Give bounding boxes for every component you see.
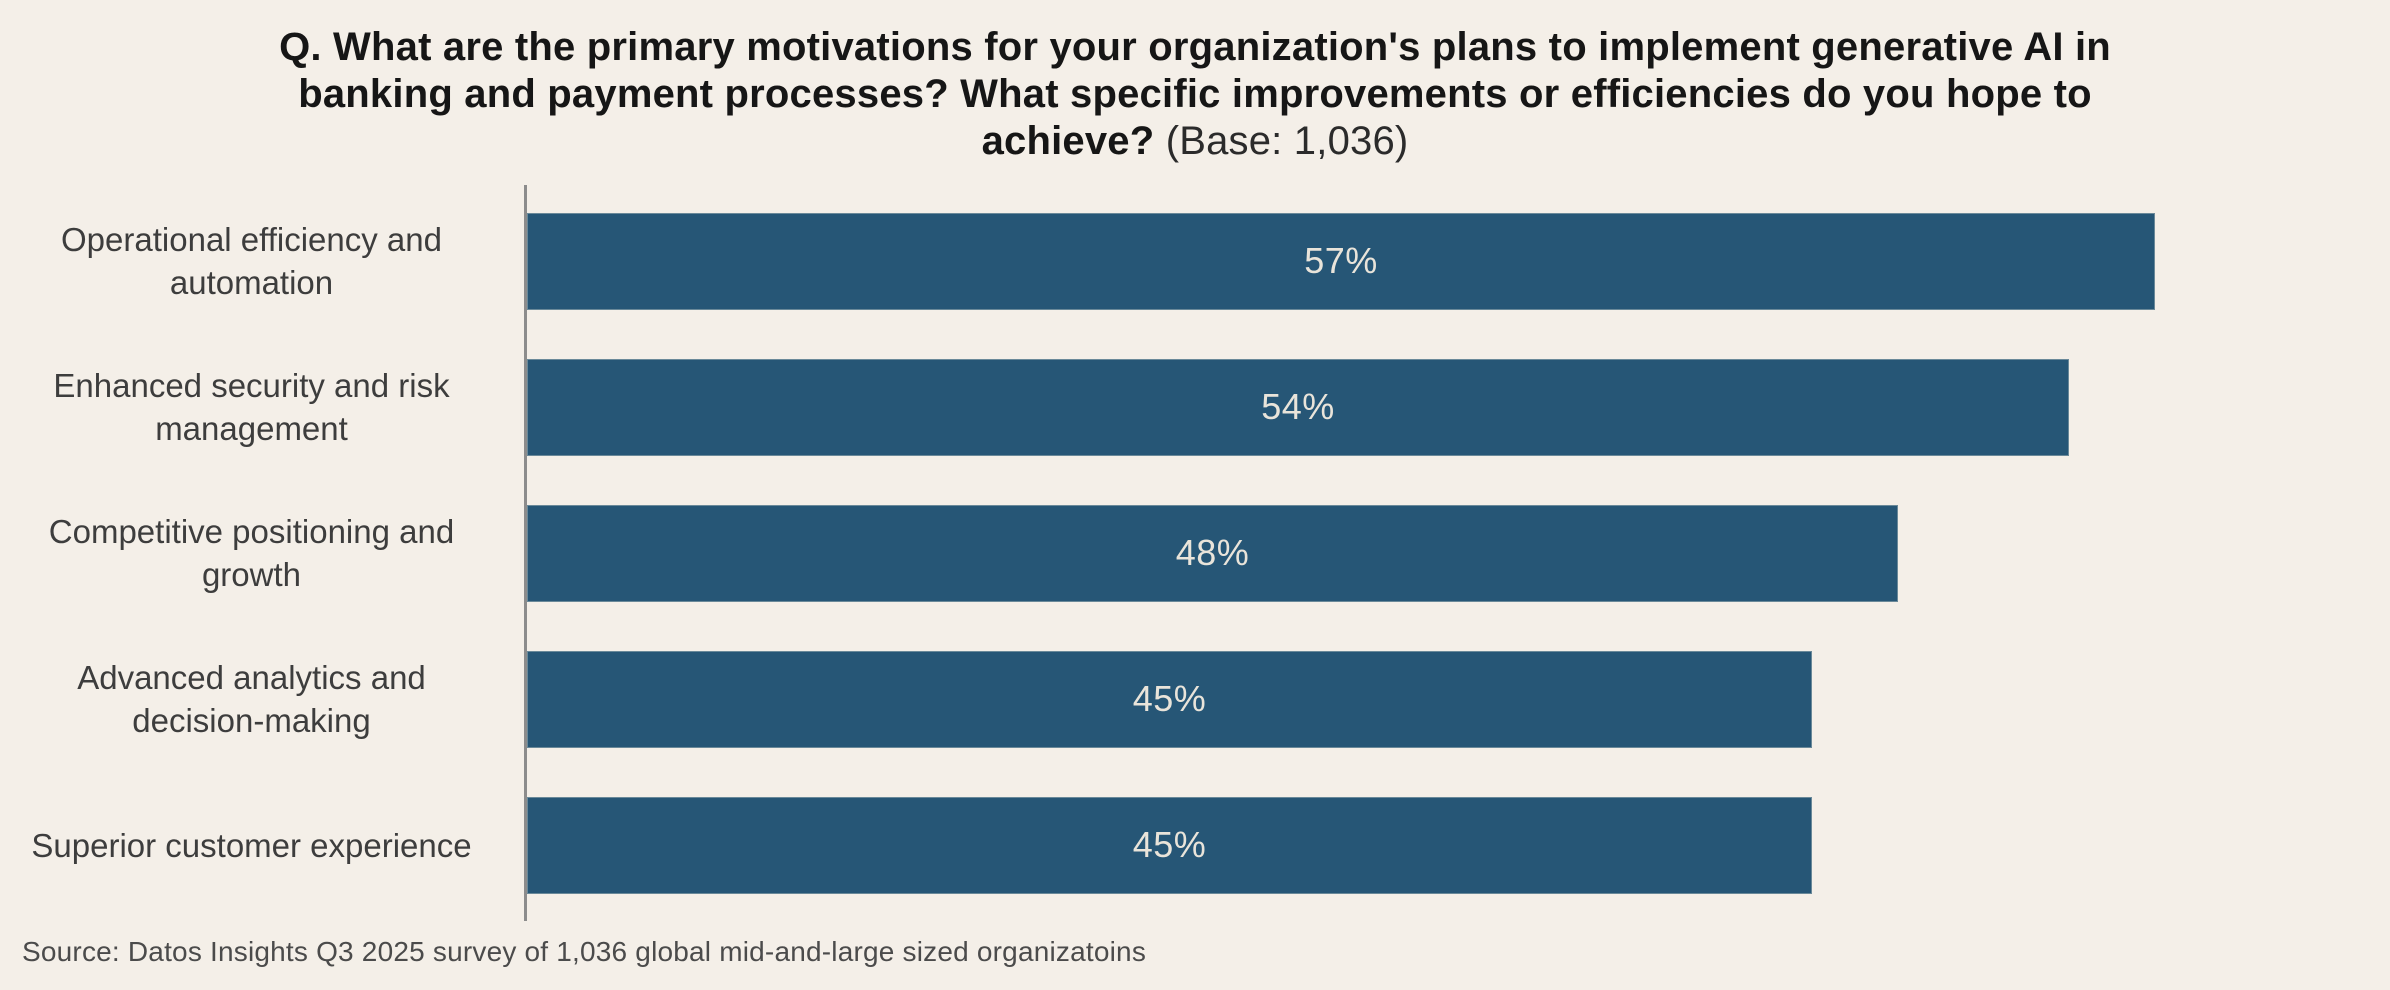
chart-title: Q. What are the primary motivations for … xyxy=(0,24,2390,165)
source-note: Source: Datos Insights Q3 2025 survey of… xyxy=(22,936,1147,967)
bar-row: Enhanced security and risk management 54… xyxy=(0,334,2390,480)
bar-value-label: 57% xyxy=(1304,240,1378,281)
bar: 54% xyxy=(527,358,2069,456)
bar-row: Superior customer experience 45% xyxy=(0,772,2390,918)
bar-cell: 48% xyxy=(527,480,2390,626)
bar-row: Operational efficiency and automation 57… xyxy=(0,188,2390,334)
bar-value-label: 54% xyxy=(1261,386,1335,427)
bar-value-label: 45% xyxy=(1132,824,1207,865)
bar-value-label: 48% xyxy=(1175,532,1250,573)
category-cell: Operational efficiency and automation xyxy=(0,188,527,334)
category-cell: Competitive positioning and growth xyxy=(0,480,527,626)
category-cell: Superior customer experience xyxy=(0,772,527,918)
bar-value-label: 45% xyxy=(1132,678,1207,719)
chart-title-base-note: (Base: 1,036) xyxy=(1154,119,1409,163)
category-label: Enhanced security and risk management xyxy=(53,367,450,447)
bar-chart: Operational efficiency and automation 57… xyxy=(0,185,2390,921)
category-label: Superior customer experience xyxy=(31,826,472,864)
bar-row: Competitive positioning and growth 48% xyxy=(0,480,2390,626)
bar-cell: 45% xyxy=(527,772,2390,918)
category-label: Competitive positioning and growth xyxy=(48,513,455,593)
bar-cell: 54% xyxy=(527,334,2390,480)
category-label: Advanced analytics and decision-making xyxy=(77,659,426,739)
category-label: Operational efficiency and automation xyxy=(61,221,442,301)
bar-row: Advanced analytics and decision-making 4… xyxy=(0,626,2390,772)
bar: 57% xyxy=(527,212,2155,310)
bar-rows: Operational efficiency and automation 57… xyxy=(0,188,2390,918)
category-cell: Advanced analytics and decision-making xyxy=(0,626,527,772)
bar: 48% xyxy=(527,504,1898,602)
bar: 45% xyxy=(527,650,1812,748)
category-cell: Enhanced security and risk management xyxy=(0,334,527,480)
y-axis-line xyxy=(524,185,527,921)
chart-title-question: Q. What are the primary motivations for … xyxy=(279,25,2111,163)
bar: 45% xyxy=(527,796,1812,894)
bar-cell: 57% xyxy=(527,188,2390,334)
bar-cell: 45% xyxy=(527,626,2390,772)
